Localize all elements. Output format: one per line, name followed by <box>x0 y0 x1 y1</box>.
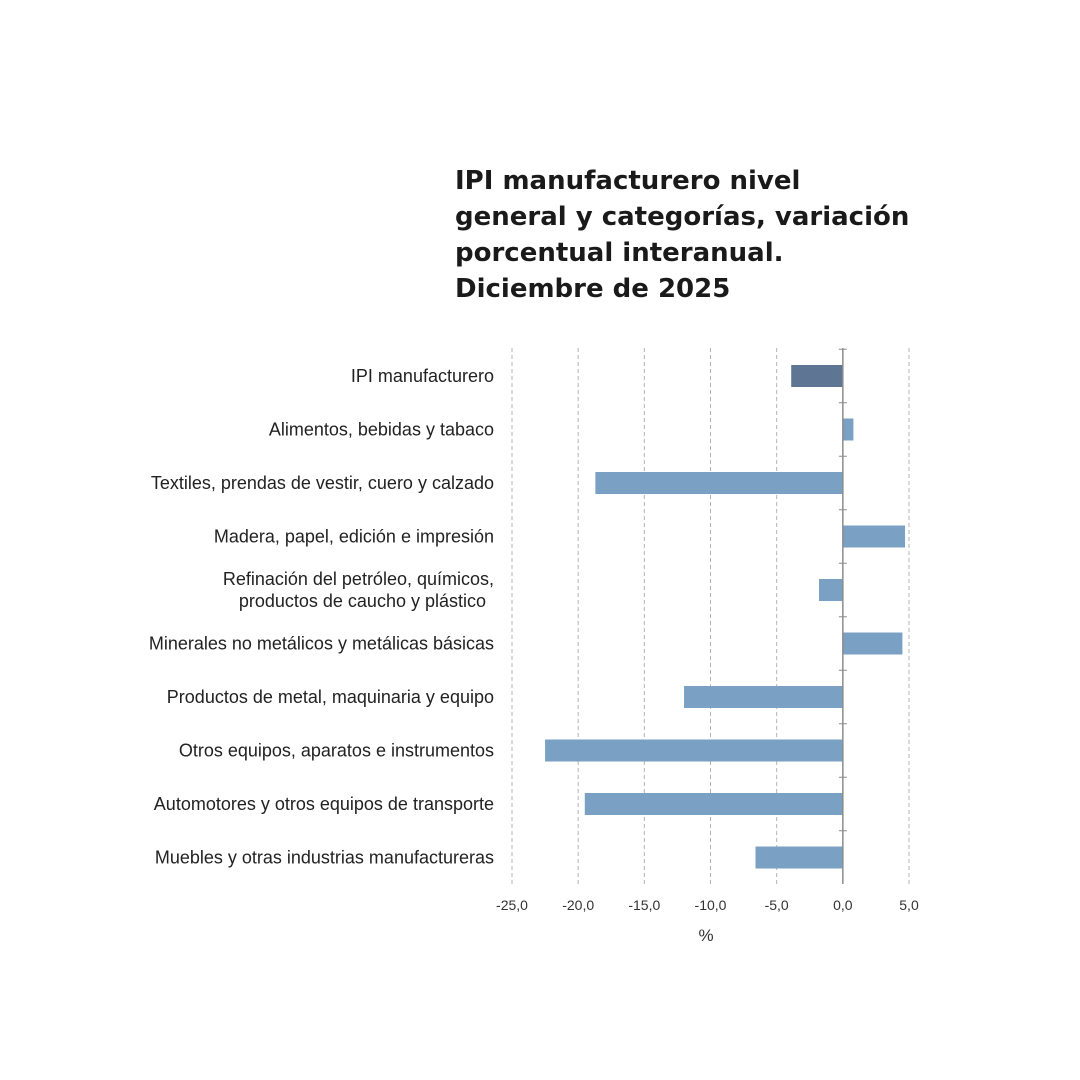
grid-lines <box>511 348 910 884</box>
x-tick-label: -20,0 <box>562 897 594 913</box>
bar <box>791 365 843 387</box>
category-label: Refinación del petróleo, químicos, produc… <box>223 569 494 611</box>
x-tick-labels: -25,0 -20,0 -15,0 -10,0 -5,0 0,0 5,0 <box>496 897 919 913</box>
bar <box>584 793 843 815</box>
bar <box>842 632 903 655</box>
bar <box>819 579 843 601</box>
bar <box>684 686 843 708</box>
category-label: Minerales no metálicos y metálicas básic… <box>149 634 494 654</box>
x-tick-label: -10,0 <box>695 897 727 913</box>
x-axis-title: % <box>698 926 713 945</box>
x-tick-label: -5,0 <box>765 897 789 913</box>
x-tick-label: -25,0 <box>496 897 528 913</box>
zero-axis <box>838 348 847 884</box>
category-labels: IPI manufacturero Alimentos, bebidas y ta… <box>149 366 494 868</box>
category-label: Otros equipos, aparatos e instrumentos <box>179 741 494 761</box>
bar <box>842 525 906 548</box>
category-label: Muebles y otras industrias manufacturera… <box>155 848 494 868</box>
category-label: Textiles, prendas de vestir, cuero y cal… <box>151 473 494 493</box>
x-tick-label: 0,0 <box>833 897 853 913</box>
category-label: Madera, papel, edición e impresión <box>214 527 494 547</box>
bars <box>545 365 906 869</box>
category-label: Alimentos, bebidas y tabaco <box>269 420 494 440</box>
category-label: Productos de metal, maquinaria y equipo <box>167 687 494 707</box>
x-tick-label: -15,0 <box>628 897 660 913</box>
bar <box>595 472 843 494</box>
category-label: IPI manufacturero <box>351 366 494 386</box>
bar <box>545 739 843 762</box>
bar <box>842 418 854 441</box>
chart-title: IPI manufacturero nivel general y catego… <box>455 166 910 304</box>
category-label: Automotores y otros equipos de transport… <box>154 794 494 814</box>
x-tick-label: 5,0 <box>899 897 919 913</box>
bar <box>755 846 843 869</box>
